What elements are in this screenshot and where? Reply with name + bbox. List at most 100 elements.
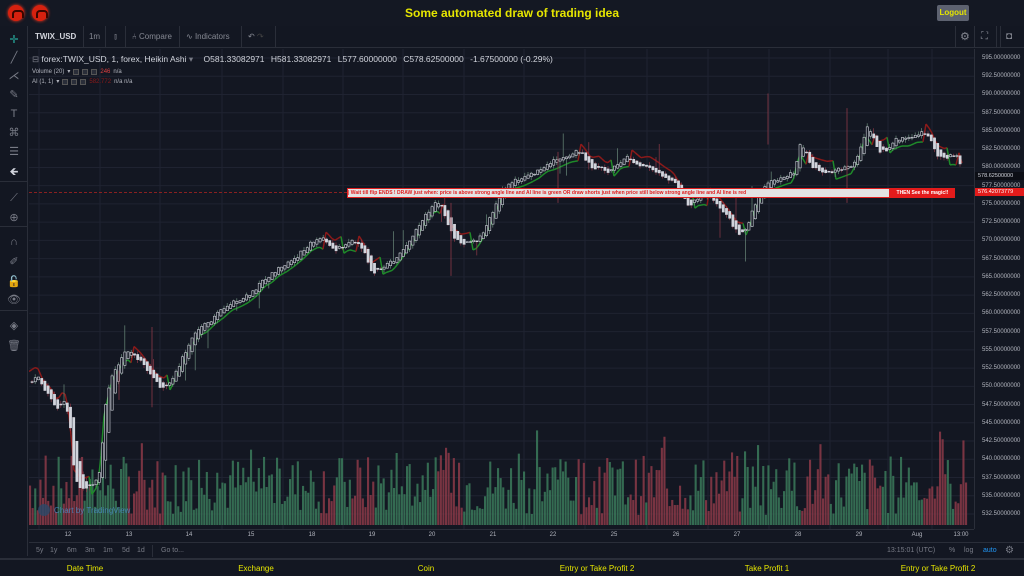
volume-label[interactable]: Volume (20) [32,68,65,75]
zoom-in-icon[interactable]: ⊕ [9,212,19,224]
indicators-label: Indicators [194,32,230,41]
visibility-icon[interactable] [73,68,80,75]
close-icon[interactable] [91,68,98,75]
range-button-5d[interactable]: 5d [122,547,130,554]
interval-selector[interactable]: 1m [84,26,106,48]
fullscreen-icon[interactable]: ⛶ [977,26,997,48]
range-button-6m[interactable]: 6m [67,547,77,554]
back-arrow-icon[interactable]: 🡸 [9,166,19,178]
indicators-icon: ∿ [186,32,195,41]
time-tick-label: 27 [733,532,741,538]
tradingview-watermark[interactable]: Chart by TradingView [38,504,130,516]
trend-line-icon[interactable]: ╱ [10,52,18,64]
visibility-icon[interactable] [62,78,69,85]
range-button-1y[interactable]: 1y [50,547,58,554]
price-tick-label: 580.00000000 [982,164,1021,171]
time-tick-label: 22 [549,532,557,538]
footer-column-label: Entry or Take Profit 2 [559,564,635,573]
trash-icon[interactable]: 🗑 [7,340,21,352]
log-toggle[interactable]: log [964,547,974,554]
settings-icon[interactable] [82,68,89,75]
watermark-text: Chart by TradingView [54,505,131,515]
auto-toggle[interactable]: auto [983,547,997,554]
chevron-down-icon[interactable]: ▾ [56,79,60,85]
logo-icon[interactable] [8,5,24,21]
magnet-icon[interactable]: ∩ [10,236,18,248]
price-tick-label: 537.50000000 [982,474,1021,481]
layers-icon[interactable]: ◈ [9,320,19,332]
settings-icon[interactable] [71,78,78,85]
time-tick-label: 19 [368,532,376,538]
ruler-icon[interactable]: ⟋ [10,192,18,204]
volume-legend: Volume (20) ▾ 246 n/a [32,68,553,75]
chevron-down-icon[interactable]: ▾ [186,54,194,64]
tool-separator [0,310,28,311]
time-tick-label: 21 [489,532,497,538]
range-button-5y[interactable]: 5y [36,547,44,554]
lock-drawing-icon[interactable]: ✐ [9,256,19,268]
chart-legend: ⊟ forex:TWIX_USD, 1, forex, Heikin Ashi … [32,54,553,85]
goto-button[interactable]: Go to... [152,545,184,557]
last-price-tag: 578.62500000 [975,172,1024,180]
price-tick-label: 535.00000000 [982,492,1021,499]
clock: 13:15:01 (UTC) [887,547,936,554]
range-button-1m[interactable]: 1m [103,547,113,554]
horizontal-line[interactable] [29,192,347,193]
pattern-icon[interactable]: ⌘ [8,127,20,139]
range-button-1d[interactable]: 1d [137,547,145,554]
legend-collapse-icon[interactable]: ⊟ [32,54,42,64]
settings-icon[interactable]: ⚙ [955,26,975,48]
time-tick-label: 26 [672,532,680,538]
price-tick-label: 567.50000000 [982,255,1021,262]
time-tick-label: Aug [911,532,923,538]
footer: Date Time Exchange Coin Entry or Take Profi… [0,558,1024,576]
prediction-icon[interactable]: ☰ [9,146,19,158]
tool-separator [0,181,28,182]
strategy-banner: | Wait till flip ENDS ! DRAW just when: … [347,188,890,198]
range-button-3m[interactable]: 3m [85,547,95,554]
time-tick-label: 18 [308,532,316,538]
crosshair-icon[interactable]: ✛ [9,34,19,46]
line-price-tag: 576.42073779 [975,188,1024,196]
price-axis[interactable]: 595.00000000 592.50000000 590.00000000 587.… [974,49,1024,529]
symbol-selector[interactable]: TWIX_USD [28,26,84,48]
settings-icon[interactable]: ⚙ [1005,545,1014,556]
time-tick-label: 12 [64,532,72,538]
ohlc-low: L577.60000000 [337,54,397,64]
compare-button[interactable]: ⑃ Compare [126,26,180,48]
candles-icon[interactable]: ⫾ [106,26,126,48]
time-tick-label: 25 [610,532,618,538]
price-tick-label: 545.00000000 [982,419,1021,426]
volume-value: 246 [100,68,111,75]
brush-icon[interactable]: ✎ [9,89,19,101]
text-icon[interactable]: T [10,108,18,120]
indicators-button[interactable]: ∿ Indicators [180,26,242,48]
close-icon[interactable] [80,78,87,85]
time-axis[interactable]: 12 13 14 15 18 19 20 21 22 25 26 27 28 29 Aug 13:00 [29,529,974,542]
volume-extra: n/a [113,68,122,75]
logo-icon[interactable] [32,5,48,21]
percent-toggle[interactable]: % [949,547,956,554]
price-tick-label: 565.00000000 [982,273,1021,280]
pitchfork-icon[interactable]: ⋌ [8,70,20,82]
ai-label[interactable]: AI (1, 1) [32,78,54,85]
price-tick-label: 560.00000000 [982,310,1021,317]
chart-canvas[interactable] [29,49,974,529]
ohlc-high: H581.33082971 [270,54,332,64]
ai-extra: n/a n/a [114,78,133,85]
redo-icon[interactable]: ↷ [256,32,264,41]
cloud-icon [38,504,50,516]
lock-icon[interactable]: 🔓 [7,276,21,288]
price-tick-label: 585.00000000 [982,127,1021,134]
logout-button[interactable]: Logout [937,5,969,21]
series-title[interactable]: forex:TWIX_USD, 1, forex, Heikin Ashi [41,54,187,64]
price-tick-label: 570.00000000 [982,237,1021,244]
price-tick-label: 577.50000000 [982,182,1021,189]
undo-icon[interactable]: ↶ [248,32,255,41]
chevron-down-icon[interactable]: ▾ [67,69,71,75]
banner-text: | Wait till flip ENDS ! DRAW just when: … [348,190,747,196]
price-chart[interactable] [29,49,974,529]
eye-icon[interactable]: 👁 [7,294,21,306]
camera-icon[interactable]: ◘ [1000,26,1022,48]
chart-toolbar: TWIX_USD 1m ⫾ ⑃ Compare ∿ Indicators ↶ ↷… [0,26,1024,48]
